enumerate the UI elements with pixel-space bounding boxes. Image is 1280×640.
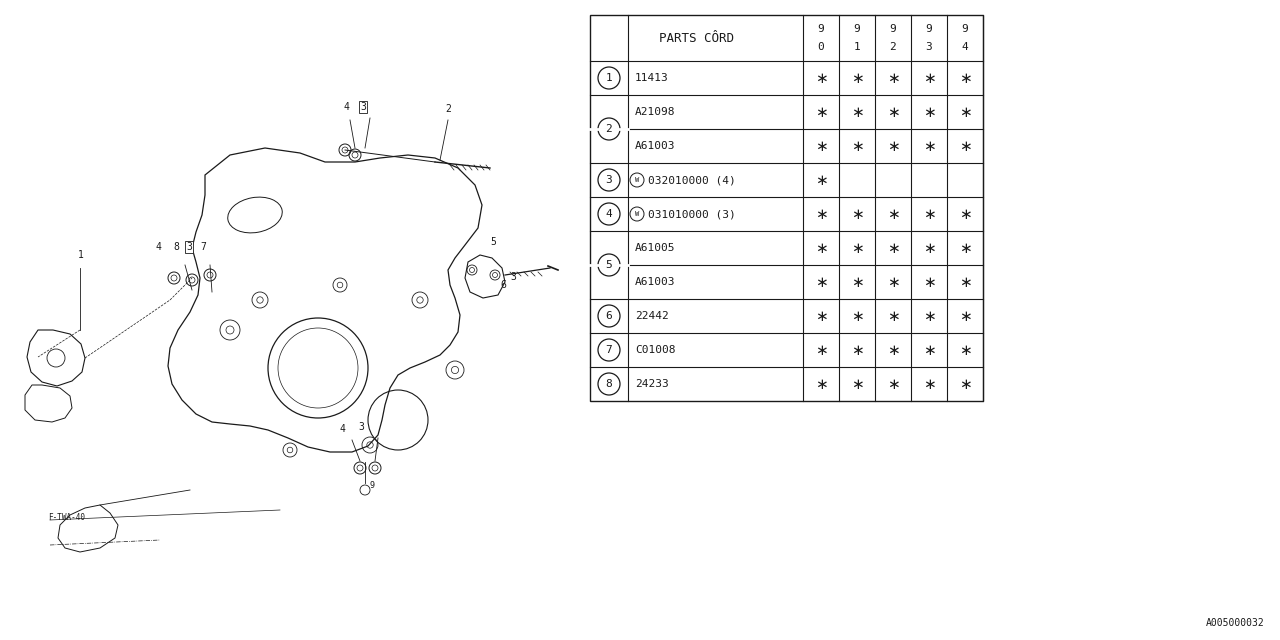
- Text: 1: 1: [854, 42, 860, 52]
- Text: ∗: ∗: [887, 70, 900, 86]
- Text: ∗: ∗: [923, 241, 936, 255]
- Text: 0: 0: [818, 42, 824, 52]
- Text: 032010000 (4): 032010000 (4): [648, 175, 736, 185]
- Text: 9: 9: [854, 24, 860, 34]
- Text: ∗: ∗: [851, 207, 864, 221]
- Text: ∗: ∗: [851, 342, 864, 358]
- Text: 9: 9: [370, 481, 375, 490]
- Text: ∗: ∗: [814, 207, 827, 221]
- Text: ∗: ∗: [851, 275, 864, 289]
- Text: ∗: ∗: [959, 308, 972, 323]
- Text: ∗: ∗: [887, 308, 900, 323]
- Text: ∗: ∗: [851, 308, 864, 323]
- Text: 8: 8: [605, 379, 612, 389]
- Text: 3: 3: [605, 175, 612, 185]
- Text: ∗: ∗: [923, 342, 936, 358]
- Text: W: W: [635, 211, 639, 217]
- Text: 3: 3: [925, 42, 932, 52]
- Text: 7: 7: [605, 345, 612, 355]
- Text: A61003: A61003: [635, 277, 676, 287]
- Text: 4: 4: [605, 209, 612, 219]
- Text: ∗: ∗: [959, 207, 972, 221]
- Text: 1: 1: [78, 250, 84, 260]
- Text: ∗: ∗: [923, 70, 936, 86]
- Text: ∗: ∗: [814, 342, 827, 358]
- Text: 2: 2: [445, 104, 451, 114]
- Text: ∗: ∗: [959, 70, 972, 86]
- Text: ∗: ∗: [923, 104, 936, 120]
- Text: ∗: ∗: [851, 138, 864, 154]
- Text: 5: 5: [605, 260, 612, 270]
- Text: ∗: ∗: [814, 173, 827, 188]
- Text: ∗: ∗: [814, 308, 827, 323]
- Text: ∗: ∗: [887, 275, 900, 289]
- Text: ∗: ∗: [814, 138, 827, 154]
- Text: F-TWA-40: F-TWA-40: [49, 513, 84, 522]
- Text: ∗: ∗: [959, 342, 972, 358]
- Text: 7: 7: [200, 242, 206, 252]
- Text: 9: 9: [925, 24, 932, 34]
- Text: 2: 2: [890, 42, 896, 52]
- Text: 24233: 24233: [635, 379, 668, 389]
- Text: ∗: ∗: [887, 207, 900, 221]
- Text: ∗: ∗: [814, 70, 827, 86]
- Text: A005000032: A005000032: [1206, 618, 1265, 628]
- Text: 2: 2: [605, 124, 612, 134]
- Text: 3: 3: [186, 242, 192, 252]
- Text: ∗: ∗: [923, 138, 936, 154]
- Text: 3: 3: [360, 102, 366, 112]
- Text: 9: 9: [890, 24, 896, 34]
- Text: C01008: C01008: [635, 345, 676, 355]
- Text: ∗: ∗: [887, 342, 900, 358]
- Text: A61005: A61005: [635, 243, 676, 253]
- Text: ∗: ∗: [959, 241, 972, 255]
- Text: ∗: ∗: [851, 376, 864, 392]
- Text: 5: 5: [490, 237, 495, 247]
- Text: ∗: ∗: [887, 376, 900, 392]
- Text: ∗: ∗: [959, 275, 972, 289]
- Text: ∗: ∗: [851, 104, 864, 120]
- Text: 1: 1: [605, 73, 612, 83]
- Text: ∗: ∗: [851, 70, 864, 86]
- Text: 11413: 11413: [635, 73, 668, 83]
- Text: 8: 8: [173, 242, 179, 252]
- Text: 031010000 (3): 031010000 (3): [648, 209, 736, 219]
- Text: 4: 4: [961, 42, 969, 52]
- Text: 3: 3: [509, 272, 516, 282]
- Text: ∗: ∗: [814, 275, 827, 289]
- Bar: [590, 15, 983, 401]
- Text: ∗: ∗: [959, 138, 972, 154]
- Text: ∗: ∗: [923, 376, 936, 392]
- Text: 22442: 22442: [635, 311, 668, 321]
- Text: 9: 9: [961, 24, 969, 34]
- Text: 6: 6: [605, 311, 612, 321]
- Text: ∗: ∗: [814, 104, 827, 120]
- Text: ∗: ∗: [814, 241, 827, 255]
- Text: ∗: ∗: [923, 308, 936, 323]
- Text: 4: 4: [155, 242, 161, 252]
- Text: PARTS CÔRD: PARTS CÔRD: [659, 31, 733, 45]
- Text: ∗: ∗: [887, 241, 900, 255]
- Text: ∗: ∗: [959, 376, 972, 392]
- Text: ∗: ∗: [923, 275, 936, 289]
- Text: ∗: ∗: [851, 241, 864, 255]
- Text: ∗: ∗: [959, 104, 972, 120]
- Text: ∗: ∗: [923, 207, 936, 221]
- Text: A21098: A21098: [635, 107, 676, 117]
- Text: 6: 6: [500, 280, 506, 290]
- Text: 3: 3: [358, 422, 364, 432]
- Text: 4: 4: [343, 102, 349, 112]
- Text: W: W: [635, 177, 639, 183]
- Text: ∗: ∗: [887, 138, 900, 154]
- Text: A61003: A61003: [635, 141, 676, 151]
- Text: 4: 4: [340, 424, 346, 434]
- Text: 9: 9: [818, 24, 824, 34]
- Text: ∗: ∗: [814, 376, 827, 392]
- Text: ∗: ∗: [887, 104, 900, 120]
